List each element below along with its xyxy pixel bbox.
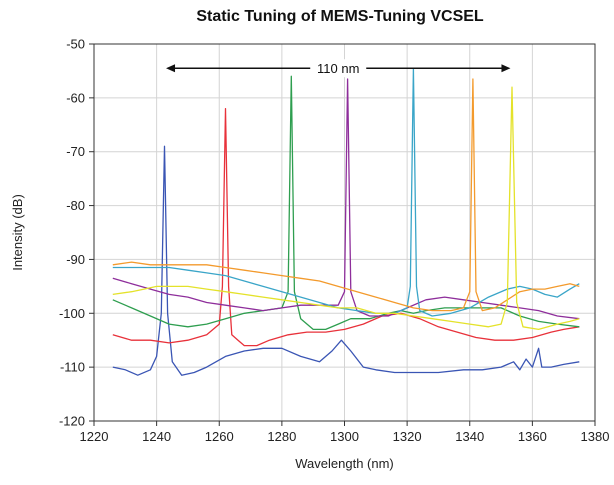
y-tick-label: -60 xyxy=(66,90,85,105)
y-tick-label: -70 xyxy=(66,144,85,159)
x-tick-label: 1380 xyxy=(581,429,610,444)
x-tick-label: 1220 xyxy=(80,429,109,444)
arrow-head-right-icon xyxy=(501,64,511,73)
arrow-head-left-icon xyxy=(166,64,176,73)
x-tick-label: 1260 xyxy=(205,429,234,444)
x-tick-label: 1280 xyxy=(267,429,296,444)
series-line-4 xyxy=(112,78,580,320)
series-line-1 xyxy=(112,145,580,376)
annotation: 110 nm xyxy=(166,59,511,78)
x-tick-label: 1340 xyxy=(455,429,484,444)
chart-title: Static Tuning of MEMS-Tuning VCSEL xyxy=(196,8,484,25)
x-axis-label: Wavelength (nm) xyxy=(295,456,394,471)
y-tick-label: -120 xyxy=(59,414,85,429)
series-line-7 xyxy=(112,86,580,331)
series-line-3 xyxy=(112,75,580,331)
tick-labels: 1220 1240 1260 1280 1300 1320 1340 1360 1380 -50 -… xyxy=(59,37,609,445)
x-tick-label: 1240 xyxy=(142,429,171,444)
y-tick-label: -50 xyxy=(66,37,85,52)
x-tick-label: 1320 xyxy=(393,429,422,444)
series-layer xyxy=(112,67,580,376)
x-tick-label: 1360 xyxy=(518,429,547,444)
y-tick-label: -100 xyxy=(59,306,85,321)
y-tick-label: -110 xyxy=(60,360,85,375)
y-tick-label: -80 xyxy=(66,198,85,213)
series-line-5 xyxy=(112,67,580,317)
annotation-label: 110 nm xyxy=(317,61,359,76)
y-axis-label: Intensity (dB) xyxy=(10,194,25,271)
grid xyxy=(93,43,596,422)
annotation-label-bg xyxy=(310,59,367,78)
y-tick-label: -90 xyxy=(66,252,85,267)
x-tick-label: 1300 xyxy=(330,429,359,444)
series-line-6 xyxy=(112,78,580,312)
series-line-2 xyxy=(112,107,580,347)
